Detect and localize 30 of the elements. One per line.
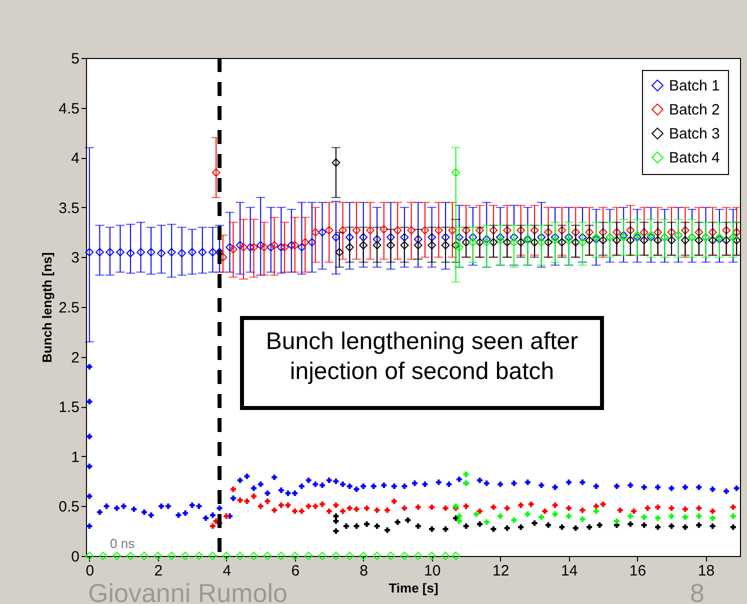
x-tick-label: 8: [360, 562, 368, 580]
y-tick-label: 4.5: [58, 100, 80, 118]
x-tick-label: 10: [424, 562, 441, 580]
y-tick-label: 2: [71, 349, 80, 366]
annotation: 0 ns: [110, 536, 136, 551]
y-tick-label: 0.5: [58, 498, 80, 516]
x-tick-label: 12: [492, 562, 510, 580]
text: Giovanni Rumolo: [88, 578, 288, 604]
legend-label: Batch 3: [669, 126, 720, 142]
x-tick-label: 18: [698, 562, 715, 580]
y-tick-label: 5: [71, 50, 80, 68]
y-tick-label: 1.5: [58, 399, 80, 416]
x-tick-label: 6: [291, 562, 300, 580]
x-tick-label: 14: [560, 562, 578, 580]
x-tick-label: 2: [154, 562, 163, 580]
x-tick-label: 0: [86, 562, 94, 580]
legend-label: Batch 2: [669, 102, 720, 118]
legend-label: Batch 1: [669, 78, 720, 94]
annotation: Bunch lengthening seen after injection of second batch: [266, 328, 578, 385]
y-tick-label: 2.5: [58, 300, 80, 316]
y-tick-label: 4: [71, 150, 80, 168]
y-tick-label: 3: [71, 250, 80, 267]
y-tick-label: 0: [71, 548, 80, 566]
y-axis-title: Bunch length [ns]: [40, 252, 55, 363]
y-tick-label: 1: [71, 448, 80, 466]
y-tick-label: 3.5: [58, 200, 80, 217]
legend-label: Batch 4: [669, 150, 720, 166]
x-tick-label: 16: [629, 562, 646, 580]
x-axis-title: Time [s]: [388, 580, 438, 596]
x-tick-label: 4: [222, 562, 232, 580]
